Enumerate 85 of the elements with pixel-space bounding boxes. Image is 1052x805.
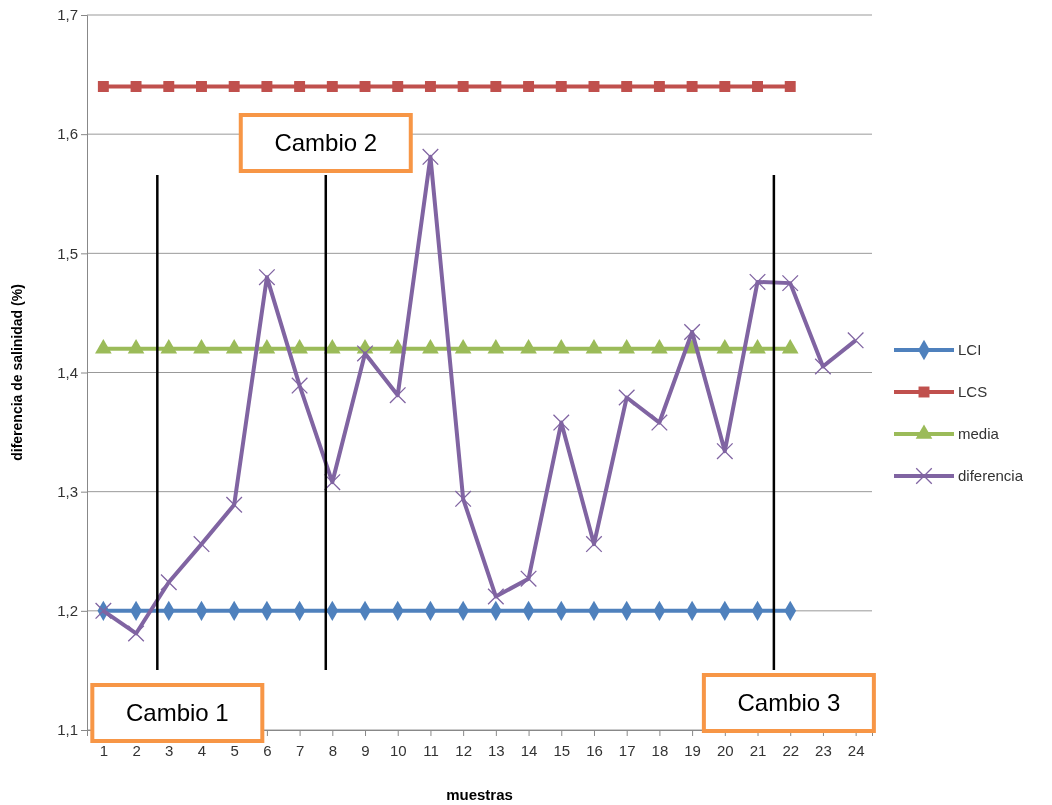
x-tick-label: 14 xyxy=(520,741,538,759)
x-tick-label: 17 xyxy=(618,741,636,759)
x-tick-label: 11 xyxy=(423,741,439,759)
x-tick-label: 22 xyxy=(782,741,800,759)
point xyxy=(719,81,731,92)
point xyxy=(225,496,243,514)
point xyxy=(127,625,145,642)
y-tick-label: 1,1 xyxy=(57,721,78,739)
point xyxy=(294,81,306,92)
x-tick-label: 19 xyxy=(684,741,701,759)
y-tick-label: 1,7 xyxy=(57,6,78,24)
point xyxy=(356,345,374,362)
point xyxy=(422,148,439,166)
point xyxy=(683,323,701,341)
x-tick-label: 10 xyxy=(389,741,407,759)
legend-label: LCS xyxy=(958,383,988,400)
point xyxy=(160,573,178,591)
point xyxy=(457,81,469,92)
x-tick-label: 5 xyxy=(230,741,239,759)
point xyxy=(523,81,535,92)
x-tick-label: 1 xyxy=(99,741,109,759)
point xyxy=(555,81,567,92)
y-tick-label: 1,2 xyxy=(57,602,78,620)
point xyxy=(196,81,207,92)
x-tick-label: 23 xyxy=(815,741,832,759)
point xyxy=(784,81,796,92)
point xyxy=(258,268,276,286)
point xyxy=(163,81,175,92)
x-tick-label: 21 xyxy=(749,741,767,759)
point xyxy=(97,81,109,92)
point xyxy=(326,81,338,92)
x-tick-label: 4 xyxy=(197,741,207,759)
point xyxy=(228,81,240,92)
point xyxy=(552,414,570,431)
point xyxy=(621,81,633,92)
x-tick-label: 18 xyxy=(651,741,669,759)
x-tick-label: 9 xyxy=(361,741,370,759)
x-tick-label: 15 xyxy=(553,741,571,759)
x-tick-label: 7 xyxy=(295,741,305,759)
point xyxy=(323,473,341,491)
x-axis-title: muestras xyxy=(446,786,513,803)
point xyxy=(588,81,600,92)
point xyxy=(261,81,273,92)
point xyxy=(490,81,502,92)
y-tick-label: 1,6 xyxy=(57,125,78,143)
ref-line-label: Cambio 3 xyxy=(737,689,841,716)
point xyxy=(686,81,698,92)
x-tick-label: 8 xyxy=(328,741,337,759)
point xyxy=(520,570,537,588)
x-tick-label: 16 xyxy=(586,741,603,759)
ref-line-label: Cambio 1 xyxy=(125,699,229,726)
legend-label: media xyxy=(958,425,1000,442)
x-tick-label: 24 xyxy=(847,741,865,759)
x-tick-label: 6 xyxy=(263,741,272,759)
x-tick-label: 3 xyxy=(165,741,174,759)
point xyxy=(847,331,865,349)
point xyxy=(487,588,505,605)
point xyxy=(130,81,142,92)
x-tick-label: 12 xyxy=(455,741,472,759)
point xyxy=(291,377,309,395)
legend-label: diferencia xyxy=(958,467,1024,484)
x-tick-label: 20 xyxy=(716,741,734,759)
point xyxy=(359,81,371,92)
point xyxy=(424,81,436,92)
point xyxy=(749,273,766,291)
x-tick-label: 2 xyxy=(132,741,141,759)
y-tick-label: 1,3 xyxy=(57,482,78,500)
point xyxy=(650,414,668,431)
point xyxy=(814,358,832,375)
point xyxy=(653,81,665,92)
legend-label: LCI xyxy=(958,341,982,358)
y-tick-label: 1,4 xyxy=(57,363,78,381)
point xyxy=(392,81,404,92)
point xyxy=(454,490,472,508)
ref-line-label: Cambio 2 xyxy=(274,129,378,156)
y-tick-label: 1,5 xyxy=(57,244,78,262)
point xyxy=(193,535,210,553)
y-axis-title: diferencia de salinidad (%) xyxy=(9,284,25,461)
x-tick-label: 13 xyxy=(488,741,505,759)
point xyxy=(389,386,407,404)
point xyxy=(752,81,763,92)
point xyxy=(618,389,636,406)
point xyxy=(585,535,603,553)
point xyxy=(716,442,734,460)
point xyxy=(781,274,799,292)
